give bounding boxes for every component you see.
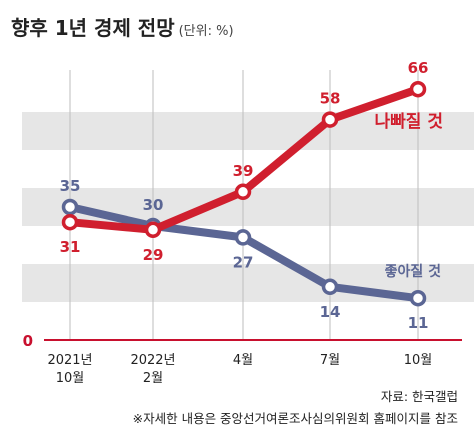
x-tick-label: 2021년 bbox=[47, 353, 92, 368]
data-point bbox=[234, 229, 252, 246]
x-tick-label: 10월 bbox=[56, 371, 85, 386]
x-tick-label: 2월 bbox=[143, 371, 163, 386]
data-label: 31 bbox=[60, 238, 81, 256]
data-label: 27 bbox=[233, 253, 254, 271]
chart-title-text: 향후 1년 경제 전망 bbox=[11, 16, 175, 40]
data-point bbox=[321, 111, 339, 128]
x-tick-labels: 2021년 10월 2022년 2월 4월 7월 10월 bbox=[47, 353, 432, 386]
source-note: 자료: 한국갤럽 bbox=[380, 389, 458, 404]
data-point bbox=[144, 221, 162, 239]
chart-title: 향후 1년 경제 전망 (단위: %) bbox=[11, 12, 234, 41]
reference-note: ※자세한 내용은 중앙선거여론조사심의위원회 홈페이지를 참조 bbox=[132, 411, 458, 426]
x-tick-label: 2022년 bbox=[130, 353, 175, 368]
series-layer bbox=[61, 80, 427, 307]
data-label: 29 bbox=[143, 246, 164, 264]
y-tick-label-0: 0 bbox=[23, 332, 33, 350]
chart-unit: (단위: %) bbox=[178, 24, 234, 39]
series-label-better: 좋아질 것 bbox=[385, 263, 442, 280]
data-label: 39 bbox=[233, 162, 254, 180]
data-label: 11 bbox=[408, 314, 429, 332]
data-point bbox=[409, 80, 427, 98]
x-tick-label: 7월 bbox=[320, 353, 340, 368]
grid-band bbox=[22, 112, 474, 150]
data-label: 58 bbox=[320, 90, 341, 108]
data-point bbox=[61, 198, 79, 216]
data-label: 30 bbox=[143, 196, 164, 214]
data-point bbox=[61, 213, 79, 231]
data-label: 35 bbox=[60, 177, 81, 195]
data-point bbox=[321, 278, 339, 296]
x-tick-label: 10월 bbox=[404, 353, 433, 368]
x-tick-label: 4월 bbox=[233, 353, 253, 368]
data-label: 14 bbox=[320, 303, 341, 321]
data-label: 66 bbox=[408, 59, 429, 77]
data-point bbox=[409, 289, 427, 307]
data-point bbox=[234, 183, 252, 201]
series-label-worse: 나빠질 것 bbox=[375, 111, 443, 132]
grid-bands bbox=[22, 112, 474, 302]
